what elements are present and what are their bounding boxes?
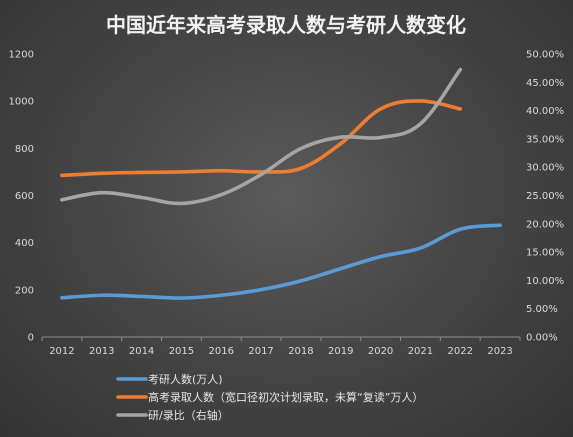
x-tick-label: 2016 — [209, 346, 234, 357]
x-tick-label: 2013 — [89, 346, 114, 357]
x-tick-label: 2012 — [49, 346, 74, 357]
chart-title: 中国近年来高考录取人数与考研人数变化 — [106, 13, 466, 37]
y-right-tick-label: 40.00% — [526, 106, 564, 117]
x-tick-label: 2014 — [129, 346, 154, 357]
y-right-tick-label: 50.00% — [526, 50, 564, 61]
series-line-1 — [60, 223, 502, 300]
y-left-tick-label: 0 — [28, 333, 34, 344]
y-left-tick-label: 400 — [15, 238, 34, 249]
y-right-tick-label: 30.00% — [526, 163, 564, 174]
y-right-tick-label: 35.00% — [526, 134, 564, 145]
y-left-tick-label: 200 — [15, 285, 34, 296]
y-right-tick-label: 15.00% — [526, 248, 564, 259]
x-tick-label: 2021 — [408, 346, 433, 357]
legend-label: 高考录取人数（宽口径初次计划录取，未算“复读”万人） — [148, 390, 423, 404]
x-tick-label: 2023 — [487, 346, 512, 357]
x-tick-label: 2022 — [448, 346, 473, 357]
y-right-tick-label: 45.00% — [526, 78, 564, 89]
x-tick-label: 2019 — [328, 346, 353, 357]
y-left-tick-label: 1000 — [9, 97, 34, 108]
y-right-tick-label: 5.00% — [526, 304, 558, 315]
y-right-tick-label: 0.00% — [526, 333, 558, 344]
x-tick-label: 2018 — [288, 346, 313, 357]
series-line-2 — [60, 99, 463, 178]
x-tick-label: 2020 — [368, 346, 393, 357]
x-tick-label: 2017 — [248, 346, 273, 357]
y-left-tick-label: 800 — [15, 144, 34, 155]
y-left-tick-label: 1200 — [9, 50, 34, 61]
y-left-tick-label: 600 — [15, 191, 34, 202]
legend-label: 考研人数(万人) — [148, 373, 223, 386]
series-line-3 — [60, 67, 463, 206]
y-right-tick-label: 20.00% — [526, 219, 564, 230]
x-tick-label: 2015 — [169, 346, 194, 357]
y-right-tick-label: 10.00% — [526, 276, 564, 287]
y-right-tick-label: 25.00% — [526, 191, 564, 202]
legend-label: 研/录比（右轴） — [148, 408, 229, 422]
